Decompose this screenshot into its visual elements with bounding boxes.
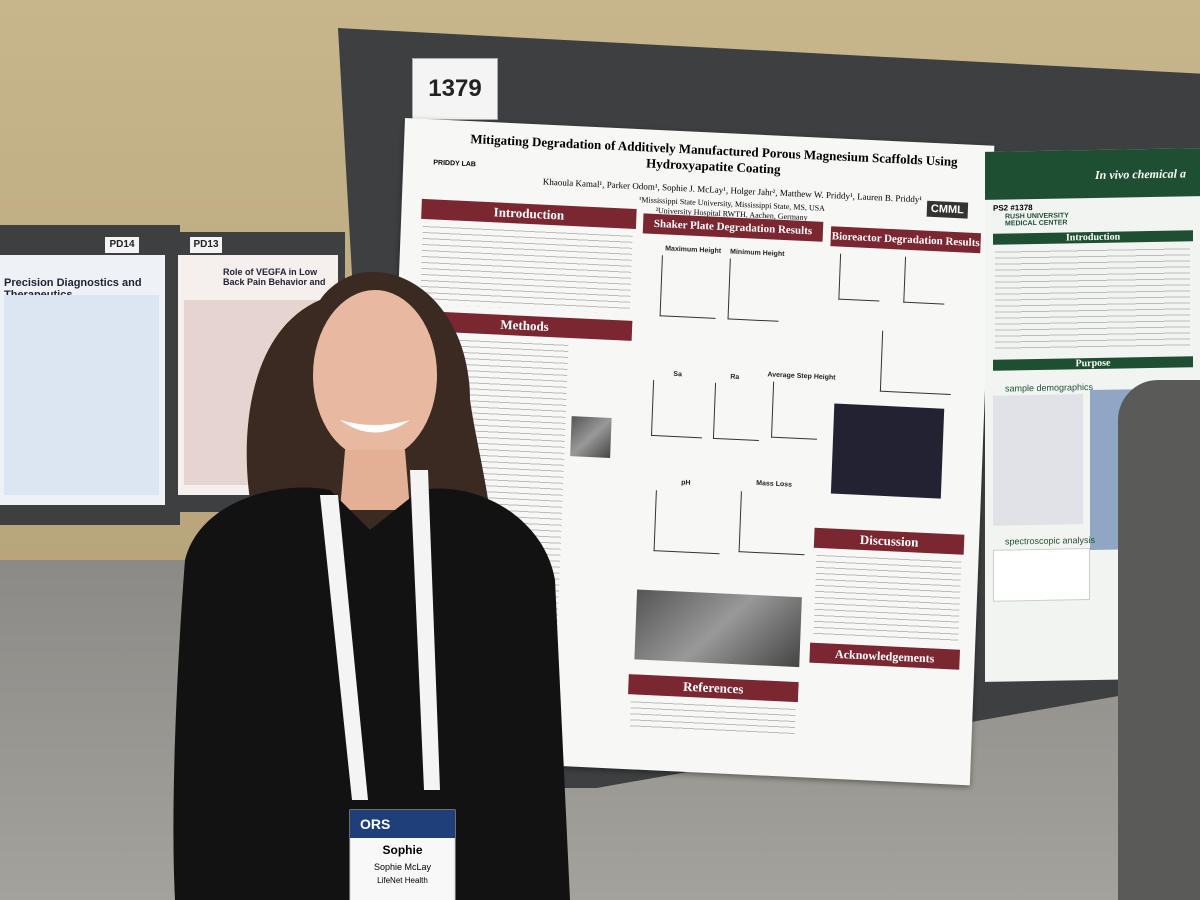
badge-company: LifeNet Health [377, 876, 428, 885]
badge-header [350, 810, 455, 838]
badge-org: ORS [360, 816, 391, 832]
badge-full-name: Sophie McLay [373, 862, 432, 872]
side-poster-title: Role of VEGFA in Low Back Pain Behavior … [223, 267, 326, 287]
face [313, 290, 437, 460]
poster-number: PD13 [190, 237, 222, 253]
side-poster: Precision Diagnostics and Therapeutics [0, 255, 165, 505]
neck [340, 450, 410, 510]
badge-name: Sophie [382, 843, 423, 857]
cardigan [173, 487, 570, 900]
bystander [1118, 380, 1200, 900]
poster-content [4, 295, 159, 495]
smile [340, 420, 410, 433]
poster-number: PD14 [105, 237, 139, 253]
lanyard [410, 470, 440, 790]
lanyard [320, 495, 368, 800]
